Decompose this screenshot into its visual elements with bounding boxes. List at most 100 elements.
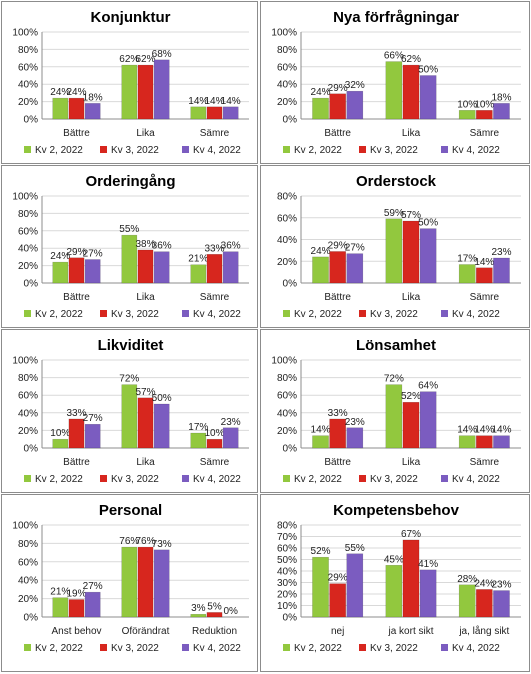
- data-label: 62%: [119, 54, 139, 65]
- data-label: 59%: [384, 208, 404, 219]
- legend-label: Kv 3, 2022: [111, 474, 159, 485]
- data-label: 33%: [204, 243, 224, 254]
- category-label: Anst behov: [51, 626, 101, 637]
- legend-swatch-kv-4-2022: [441, 475, 448, 482]
- data-label: 10%: [457, 99, 477, 110]
- y-tick-label: 20%: [18, 594, 38, 605]
- data-label: 14%: [491, 425, 511, 436]
- y-tick-label: 10%: [277, 601, 297, 612]
- category-label: nej: [331, 626, 344, 637]
- category-label: Oförändrat: [122, 626, 170, 637]
- bar-kv-3-2022-ja-kort-sikt: [402, 539, 420, 618]
- bar-kv-2-2022-samre: [190, 432, 207, 449]
- data-label: 24%: [66, 87, 86, 98]
- bar-kv-2-2022-ja-lang-sikt: [458, 584, 476, 618]
- y-tick-label: 0%: [24, 279, 39, 290]
- bar-kv-3-2022-lika: [402, 220, 420, 284]
- data-label: 14%: [311, 425, 331, 436]
- chart-title: Orderstock: [356, 173, 437, 190]
- data-label: 27%: [345, 243, 365, 254]
- y-tick-label: 20%: [18, 261, 38, 272]
- data-label: 55%: [345, 543, 365, 554]
- y-tick-label: 0%: [283, 444, 298, 455]
- legend-label: Kv 4, 2022: [452, 643, 500, 654]
- y-tick-label: 0%: [283, 613, 298, 624]
- chart-svg: Likviditet 0% 20% 40% 60% 80% 100% 10% 33%27% Bät…: [12, 337, 249, 485]
- category-label: Sämre: [470, 292, 500, 303]
- bar-kv-2-2022-lika: [121, 234, 138, 284]
- y-tick-label: 40%: [277, 80, 297, 91]
- data-label: 27%: [83, 249, 103, 260]
- bar-kv-3-2022-samre: [206, 254, 223, 284]
- data-label: 67%: [401, 529, 421, 540]
- data-label: 23%: [221, 417, 241, 428]
- legend-swatch-kv-2-2022: [24, 644, 31, 651]
- legend-label: Kv 2, 2022: [35, 145, 83, 156]
- data-label: 18%: [83, 92, 103, 103]
- legend-label: Kv 2, 2022: [35, 309, 83, 320]
- chart-panel-nya-forfragningar: Nya förfrågningar 0% 20% 40% 60% 80% 100% 24% 29…: [260, 1, 530, 164]
- bar-kv-3-2022-nej: [329, 583, 346, 618]
- category-label: Lika: [136, 457, 155, 468]
- y-tick-label: 20%: [18, 426, 38, 437]
- bar-kv-3-2022-anst-behov: [68, 599, 85, 618]
- y-tick-label: 80%: [18, 539, 38, 550]
- legend-swatch-kv-3-2022: [100, 310, 107, 317]
- category-label: Sämre: [200, 457, 230, 468]
- bar-kv-3-2022-battre: [68, 97, 85, 120]
- data-label: 38%: [135, 239, 155, 250]
- legend-label: Kv 2, 2022: [35, 474, 83, 485]
- bar-kv-3-2022-battre: [329, 251, 346, 284]
- legend-swatch-kv-4-2022: [441, 146, 448, 153]
- bar-kv-2-2022-nej: [312, 556, 329, 618]
- bar-kv-4-2022-samre: [222, 251, 239, 284]
- bar-kv-2-2022-samre: [190, 106, 207, 120]
- bar-kv-3-2022-samre: [206, 438, 223, 449]
- legend-label: Kv 4, 2022: [193, 474, 241, 485]
- bar-kv-2-2022-lika: [385, 61, 403, 120]
- data-label: 24%: [50, 251, 70, 262]
- legend-swatch-kv-4-2022: [441, 644, 448, 651]
- data-label: 14%: [221, 96, 241, 107]
- category-label: Reduktion: [192, 626, 237, 637]
- y-tick-label: 0%: [24, 115, 39, 126]
- data-label: 33%: [66, 408, 86, 419]
- y-tick-label: 80%: [18, 209, 38, 220]
- bar-kv-2-2022-battre: [52, 438, 69, 449]
- data-label: 24%: [474, 578, 494, 589]
- bar-kv-3-2022-samre: [206, 106, 223, 120]
- legend-swatch-kv-2-2022: [24, 146, 31, 153]
- data-label: 50%: [418, 65, 438, 76]
- y-tick-label: 60%: [277, 213, 297, 224]
- y-tick-label: 20%: [277, 426, 297, 437]
- category-label: Bättre: [63, 457, 90, 468]
- legend-label: Kv 3, 2022: [111, 145, 159, 156]
- bar-kv-3-2022-lika: [137, 397, 154, 449]
- data-label: 23%: [491, 247, 511, 258]
- category-label: Sämre: [200, 128, 230, 139]
- legend-swatch-kv-4-2022: [182, 475, 189, 482]
- legend-swatch-kv-3-2022: [100, 475, 107, 482]
- y-tick-label: 100%: [271, 356, 297, 367]
- chart-title: Orderingång: [85, 173, 175, 190]
- legend-label: Kv 3, 2022: [111, 309, 159, 320]
- bar-kv-4-2022-battre: [84, 103, 101, 120]
- y-tick-label: 80%: [18, 45, 38, 56]
- bar-kv-2-2022-lika: [385, 218, 403, 284]
- legend-swatch-kv-2-2022: [283, 146, 290, 153]
- legend-swatch-kv-3-2022: [359, 644, 366, 651]
- bar-kv-2-2022-battre: [52, 97, 69, 120]
- legend-swatch-kv-4-2022: [182, 644, 189, 651]
- bar-kv-3-2022-battre: [329, 93, 346, 120]
- legend-label: Kv 3, 2022: [370, 309, 418, 320]
- category-label: ja kort sikt: [387, 626, 433, 637]
- bar-kv-4-2022-lika: [419, 391, 437, 449]
- y-tick-label: 40%: [277, 567, 297, 578]
- chart-panel-likviditet: Likviditet 0% 20% 40% 60% 80% 100% 10% 33% 27% Bät…: [1, 329, 258, 493]
- chart-svg: Nya förfrågningar 0% 20% 40% 60% 80% 100% 24%29…: [271, 9, 521, 156]
- data-label: 73%: [152, 539, 172, 550]
- bar-kv-2-2022-battre: [312, 97, 329, 120]
- data-label: 29%: [328, 240, 348, 251]
- chart-title: Konjunktur: [91, 9, 171, 26]
